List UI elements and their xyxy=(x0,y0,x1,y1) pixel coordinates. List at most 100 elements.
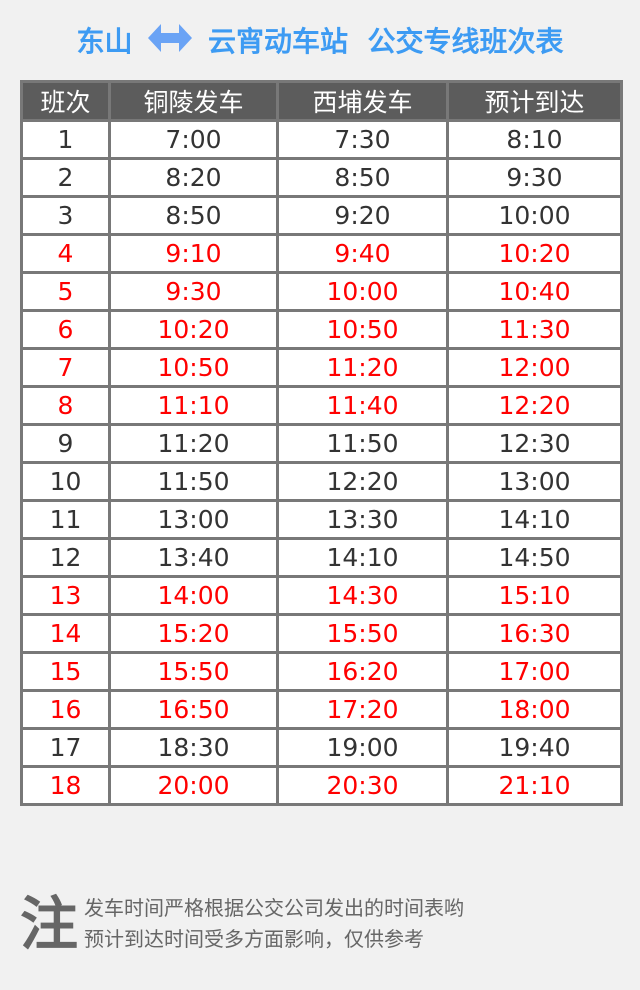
arrival-cell: 12:30 xyxy=(446,423,623,464)
arrival-cell: 17:00 xyxy=(446,651,623,692)
trip-number-cell: 6 xyxy=(20,309,111,350)
trip-number-cell: 13 xyxy=(20,575,111,616)
table-row: 6 10:20 10:50 11:30 xyxy=(20,309,623,350)
arrival-cell: 18:00 xyxy=(446,689,623,730)
tongling-depart-cell: 7:00 xyxy=(108,119,279,160)
table-row: 11 13:00 13:30 14:10 xyxy=(20,499,623,540)
trip-number-cell: 5 xyxy=(20,271,111,312)
xipu-depart-cell: 14:10 xyxy=(276,537,449,578)
xipu-depart-cell: 10:00 xyxy=(276,271,449,312)
tongling-depart-cell: 8:20 xyxy=(108,157,279,198)
trip-number-cell: 7 xyxy=(20,347,111,388)
trip-number-cell: 1 xyxy=(20,119,111,160)
page-title: 东山 云宵动车站 公交专线班次表 xyxy=(0,22,640,64)
table-row: 17 18:30 19:00 19:40 xyxy=(20,727,623,768)
tongling-depart-cell: 9:30 xyxy=(108,271,279,312)
table-row: 15 15:50 16:20 17:00 xyxy=(20,651,623,692)
arrival-cell: 14:10 xyxy=(446,499,623,540)
note: 注 发车时间严格根据公交公司发出的时间表哟 预计到达时间受多方面影响，仅供参考 xyxy=(20,893,464,955)
xipu-depart-cell: 17:20 xyxy=(276,689,449,730)
arrival-cell: 21:10 xyxy=(446,765,623,806)
tongling-depart-cell: 15:50 xyxy=(108,651,279,692)
tongling-depart-cell: 10:50 xyxy=(108,347,279,388)
arrival-cell: 16:30 xyxy=(446,613,623,654)
arrival-cell: 12:00 xyxy=(446,347,623,388)
tongling-depart-cell: 11:10 xyxy=(108,385,279,426)
note-mark: 注 xyxy=(20,890,79,958)
xipu-depart-cell: 12:20 xyxy=(276,461,449,502)
arrival-cell: 10:40 xyxy=(446,271,623,312)
arrival-cell: 9:30 xyxy=(446,157,623,198)
tongling-depart-cell: 8:50 xyxy=(108,195,279,236)
table-row: 12 13:40 14:10 14:50 xyxy=(20,537,623,578)
trip-number-cell: 9 xyxy=(20,423,111,464)
table-row: 4 9:10 9:40 10:20 xyxy=(20,233,623,274)
trip-number-cell: 14 xyxy=(20,613,111,654)
table-row: 5 9:30 10:00 10:40 xyxy=(20,271,623,312)
arrival-cell: 19:40 xyxy=(446,727,623,768)
tongling-depart-cell: 13:40 xyxy=(108,537,279,578)
tongling-depart-cell: 13:00 xyxy=(108,499,279,540)
trip-number-cell: 15 xyxy=(20,651,111,692)
table-row: 8 11:10 11:40 12:20 xyxy=(20,385,623,426)
destination-label: 云宵动车站 xyxy=(207,25,348,58)
arrival-cell: 15:10 xyxy=(446,575,623,616)
arrival-cell: 13:00 xyxy=(446,461,623,502)
xipu-depart-cell: 15:50 xyxy=(276,613,449,654)
arrival-cell: 10:20 xyxy=(446,233,623,274)
table-row: 18 20:00 20:30 21:10 xyxy=(20,765,623,806)
arrival-cell: 8:10 xyxy=(446,119,623,160)
xipu-depart-cell: 11:50 xyxy=(276,423,449,464)
arrival-cell: 14:50 xyxy=(446,537,623,578)
tongling-depart-cell: 11:50 xyxy=(108,461,279,502)
xipu-depart-cell: 7:30 xyxy=(276,119,449,160)
table-row: 10 11:50 12:20 13:00 xyxy=(20,461,623,502)
note-line: 预计到达时间受多方面影响，仅供参考 xyxy=(84,927,425,951)
trip-number-cell: 3 xyxy=(20,195,111,236)
xipu-depart-cell: 20:30 xyxy=(276,765,449,806)
tongling-depart-cell: 16:50 xyxy=(108,689,279,730)
xipu-depart-cell: 11:20 xyxy=(276,347,449,388)
header-trip: 班次 xyxy=(20,80,111,122)
note-line: 发车时间严格根据公交公司发出的时间表哟 xyxy=(84,896,465,920)
arrival-cell: 10:00 xyxy=(446,195,623,236)
xipu-depart-cell: 9:40 xyxy=(276,233,449,274)
tongling-depart-cell: 15:20 xyxy=(108,613,279,654)
title-suffix: 公交专线班次表 xyxy=(367,25,564,58)
tongling-depart-cell: 9:10 xyxy=(108,233,279,274)
header-arrival: 预计到达 xyxy=(446,80,623,122)
arrival-cell: 12:20 xyxy=(446,385,623,426)
trip-number-cell: 4 xyxy=(20,233,111,274)
trip-number-cell: 12 xyxy=(20,537,111,578)
xipu-depart-cell: 14:30 xyxy=(276,575,449,616)
header-tongling-depart: 铜陵发车 xyxy=(108,80,279,122)
header-xipu-depart: 西埔发车 xyxy=(276,80,449,122)
double-arrow-icon xyxy=(148,23,193,64)
tongling-depart-cell: 20:00 xyxy=(108,765,279,806)
table-row: 16 16:50 17:20 18:00 xyxy=(20,689,623,730)
xipu-depart-cell: 13:30 xyxy=(276,499,449,540)
trip-number-cell: 10 xyxy=(20,461,111,502)
table-row: 3 8:50 9:20 10:00 xyxy=(20,195,623,236)
xipu-depart-cell: 19:00 xyxy=(276,727,449,768)
xipu-depart-cell: 9:20 xyxy=(276,195,449,236)
arrival-cell: 11:30 xyxy=(446,309,623,350)
xipu-depart-cell: 10:50 xyxy=(276,309,449,350)
xipu-depart-cell: 16:20 xyxy=(276,651,449,692)
table-row: 1 7:00 7:30 8:10 xyxy=(20,119,623,160)
xipu-depart-cell: 8:50 xyxy=(276,157,449,198)
tongling-depart-cell: 10:20 xyxy=(108,309,279,350)
table-row: 2 8:20 8:50 9:30 xyxy=(20,157,623,198)
table-row: 14 15:20 15:50 16:30 xyxy=(20,613,623,654)
tongling-depart-cell: 18:30 xyxy=(108,727,279,768)
tongling-depart-cell: 14:00 xyxy=(108,575,279,616)
trip-number-cell: 16 xyxy=(20,689,111,730)
xipu-depart-cell: 11:40 xyxy=(276,385,449,426)
trip-number-cell: 8 xyxy=(20,385,111,426)
table-row: 9 11:20 11:50 12:30 xyxy=(20,423,623,464)
trip-number-cell: 17 xyxy=(20,727,111,768)
table-row: 13 14:00 14:30 15:10 xyxy=(20,575,623,616)
trip-number-cell: 2 xyxy=(20,157,111,198)
tongling-depart-cell: 11:20 xyxy=(108,423,279,464)
schedule-table: 班次 铜陵发车 西埔发车 预计到达 1 7:00 7:30 8:10 2 8:20 8:50… xyxy=(20,80,623,806)
